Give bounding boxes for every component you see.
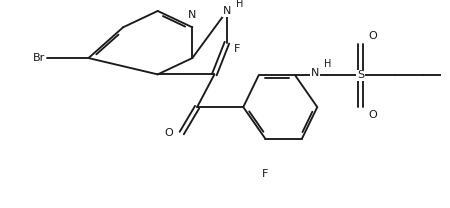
Text: H: H [324,59,332,69]
Text: O: O [164,128,173,138]
Text: S: S [357,70,364,80]
Text: F: F [262,169,269,179]
Text: Br: Br [32,53,45,63]
Text: O: O [368,31,377,41]
Text: H: H [236,0,243,9]
Text: N: N [188,10,197,20]
Text: O: O [368,110,377,120]
Text: N: N [223,6,231,16]
Text: F: F [234,45,240,54]
Text: N: N [311,68,319,78]
